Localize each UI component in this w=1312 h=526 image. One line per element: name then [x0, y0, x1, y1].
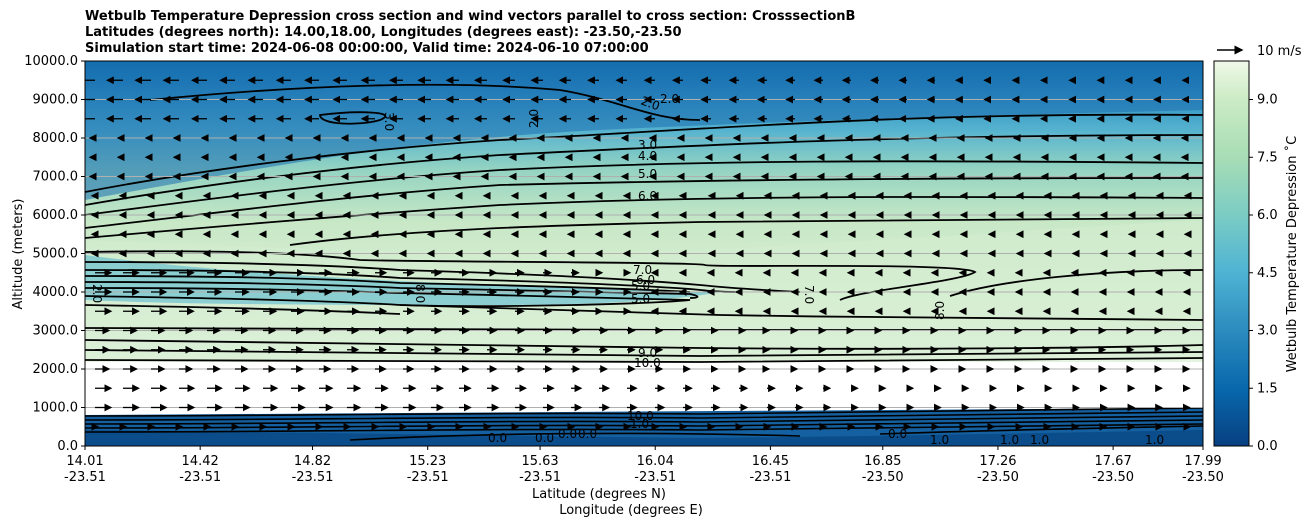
x-tick-label-lat: 17.99 — [1184, 454, 1221, 469]
x-tick-label-lon: -23.50 — [977, 470, 1019, 485]
x-tick-label-lon: -23.51 — [292, 470, 334, 485]
x-tick-label-lon: -23.51 — [64, 470, 106, 485]
svg-text:10.0: 10.0 — [634, 356, 661, 370]
y-axis: 0.0 1000.0 2000.0 3000.0 4000.0 5000.0 6000.0 7… — [24, 54, 85, 454]
svg-text:5.0: 5.0 — [631, 292, 650, 306]
y-tick-label: 9000.0 — [33, 93, 79, 108]
x-tick-label-lon: -23.50 — [1092, 470, 1134, 485]
y-axis-label: Altitude (meters) — [11, 199, 26, 310]
y-tick-label: 5000.0 — [33, 247, 79, 262]
y-tick-label: 8000.0 — [33, 131, 79, 146]
svg-text:4.0: 4.0 — [638, 149, 657, 163]
x-tick-label-lat: 16.45 — [752, 454, 789, 469]
x-tick-label-lat: 16.85 — [864, 454, 901, 469]
svg-text:0.0: 0.0 — [488, 431, 507, 445]
svg-text:3.0: 3.0 — [638, 138, 657, 152]
title-line-1: Wetbulb Temperature Depression cross sec… — [85, 9, 856, 24]
svg-text:1.0: 1.0 — [930, 433, 949, 447]
title-line-3: Simulation start time: 2024-06-08 00:00:… — [85, 41, 649, 56]
svg-text:6.0: 6.0 — [638, 189, 657, 203]
chart-title: Wetbulb Temperature Depression cross sec… — [85, 9, 855, 57]
contour-labels: 2.0 2.0 2.0 3.0 3.0 4.0 5.0 6.0 7.0 6.0 … — [90, 92, 1164, 447]
svg-text:0.0: 0.0 — [535, 431, 554, 445]
svg-text:7.0: 7.0 — [802, 285, 816, 304]
svg-text:5.0: 5.0 — [631, 279, 650, 293]
colorbar-tick-label: 0.0 — [1257, 439, 1278, 454]
x-tick-label-lat: 17.67 — [1095, 454, 1132, 469]
colorbar: 0.0 1.5 3.0 4.5 6.0 7.5 9.0 Wetbulb Temperatur… — [1213, 60, 1300, 454]
colorbar-tick-label: 7.5 — [1257, 150, 1278, 165]
colorbar-tick-label: 4.5 — [1257, 266, 1278, 281]
x-axis: 14.01-23.5114.42-23.5114.82-23.5115.23-2… — [64, 446, 1224, 485]
x-axis-label-lon: Longitude (degrees E) — [559, 503, 703, 518]
quiver-key-label: 10 m/s — [1257, 44, 1302, 59]
x-tick-label-lon: -23.50 — [1182, 470, 1224, 485]
svg-text:8.0: 8.0 — [933, 301, 947, 320]
title-line-2: Latitudes (degrees north): 14.00,18.00, … — [85, 25, 682, 40]
svg-text:9.0: 9.0 — [638, 346, 657, 360]
x-tick-label-lat: 15.23 — [409, 454, 446, 469]
y-tick-label: 6000.0 — [33, 208, 79, 223]
svg-text:10.0: 10.0 — [627, 409, 654, 423]
svg-text:2.0: 2.0 — [639, 94, 662, 114]
y-tick-label: 7000.0 — [33, 170, 79, 185]
colorbar-tick-label: 6.0 — [1257, 208, 1278, 223]
colorbar-tick-label: 3.0 — [1257, 324, 1278, 339]
svg-text:1.0: 1.0 — [630, 417, 649, 431]
svg-text:0.0: 0.0 — [578, 427, 597, 441]
svg-text:1.0: 1.0 — [1030, 433, 1049, 447]
svg-text:2.0: 2.0 — [90, 284, 104, 303]
svg-text:6.0: 6.0 — [636, 273, 655, 287]
x-tick-label-lon: -23.51 — [407, 470, 449, 485]
svg-text:1.0: 1.0 — [1000, 433, 1019, 447]
svg-text:7.0: 7.0 — [633, 263, 652, 277]
x-axis-label-lat: Latitude (degrees N) — [532, 487, 666, 502]
svg-text:3.0: 3.0 — [382, 112, 396, 131]
x-tick-label-lon: -23.51 — [634, 470, 676, 485]
quiver-key: 10 m/s — [1217, 44, 1302, 59]
y-tick-label: 3000.0 — [33, 324, 79, 339]
x-tick-label-lat: 14.82 — [294, 454, 331, 469]
svg-text:8.0: 8.0 — [413, 284, 427, 303]
x-tick-label-lat: 14.42 — [182, 454, 219, 469]
svg-text:0.0: 0.0 — [888, 427, 907, 441]
x-tick-label-lon: -23.50 — [862, 470, 904, 485]
colorbar-gradient — [1213, 60, 1250, 447]
colorbar-tick-label: 9.0 — [1257, 93, 1278, 108]
wind-vectors — [85, 76, 1192, 431]
surface-contours — [85, 407, 1203, 441]
x-tick-label-lon: -23.51 — [749, 470, 791, 485]
y-tick-label: 1000.0 — [33, 401, 79, 416]
y-tick-label: 2000.0 — [33, 362, 79, 377]
x-tick-label-lon: -23.51 — [179, 470, 221, 485]
y-tick-label: 10000.0 — [24, 54, 78, 69]
y-tick-label: 4000.0 — [33, 285, 79, 300]
main-contours — [85, 83, 1203, 363]
svg-text:2.0: 2.0 — [660, 92, 679, 106]
colorbar-ticks: 0.0 1.5 3.0 4.5 6.0 7.5 9.0 — [1249, 93, 1278, 454]
x-tick-label-lat: 16.04 — [637, 454, 674, 469]
svg-text:5.0: 5.0 — [638, 167, 657, 181]
x-tick-label-lon: -23.51 — [519, 470, 561, 485]
x-tick-label-lat: 15.63 — [521, 454, 558, 469]
plot-area: 2.0 2.0 2.0 3.0 3.0 4.0 5.0 6.0 7.0 6.0 … — [85, 61, 1203, 447]
surface-band-dark — [85, 430, 1203, 446]
svg-text:0.0: 0.0 — [558, 427, 577, 441]
colorbar-label: Wetbulb Temperature Depression ˚C — [1284, 136, 1300, 373]
svg-text:1.0: 1.0 — [1145, 433, 1164, 447]
svg-text:2.0: 2.0 — [527, 109, 541, 128]
colorbar-tick-label: 1.5 — [1257, 381, 1278, 396]
y-tick-label: 0.0 — [57, 439, 78, 454]
x-tick-label-lat: 17.26 — [979, 454, 1016, 469]
x-tick-label-lat: 14.01 — [66, 454, 103, 469]
